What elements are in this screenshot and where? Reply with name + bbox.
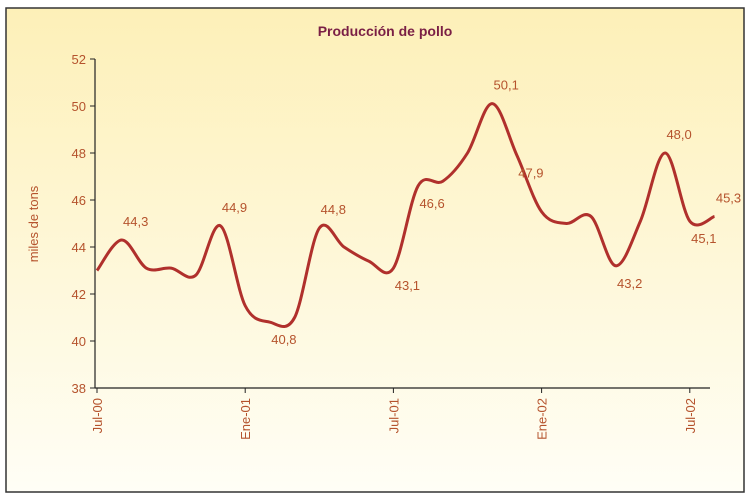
y-tick-label: 46 xyxy=(72,193,86,208)
x-tick-label: Jul-02 xyxy=(683,398,698,433)
chart-frame xyxy=(5,7,745,493)
data-label: 44,8 xyxy=(321,202,346,217)
y-tick-label: 38 xyxy=(72,381,86,396)
data-label: 46,6 xyxy=(419,196,444,211)
data-label: 48,0 xyxy=(666,127,691,142)
x-tick-label: Jul-01 xyxy=(386,398,401,433)
data-label: 44,9 xyxy=(222,200,247,215)
y-tick-label: 50 xyxy=(72,99,86,114)
data-label: 45,1 xyxy=(691,231,716,246)
y-tick-label: 52 xyxy=(72,52,86,67)
y-tick-label: 42 xyxy=(72,287,86,302)
y-tick-label: 44 xyxy=(72,240,86,255)
line xyxy=(95,102,716,328)
data-label: 50,1 xyxy=(494,78,519,93)
y-axis-label: miles de tons xyxy=(26,185,41,262)
y-tick-label: 48 xyxy=(72,146,86,161)
data-label: 40,8 xyxy=(271,332,296,347)
data-label: 44,3 xyxy=(123,214,148,229)
y-tick-label: 40 xyxy=(72,334,86,349)
data-label: 47,9 xyxy=(518,165,543,180)
x-tick-label: Ene-01 xyxy=(238,398,253,440)
data-label: 43,1 xyxy=(395,278,420,293)
data-label: 45,3 xyxy=(716,190,741,205)
chart-title: Producción de pollo xyxy=(318,23,453,39)
x-tick-label: Jul-00 xyxy=(90,398,105,433)
data-label: 43,2 xyxy=(617,276,642,291)
x-tick-label: Ene-02 xyxy=(535,398,550,440)
